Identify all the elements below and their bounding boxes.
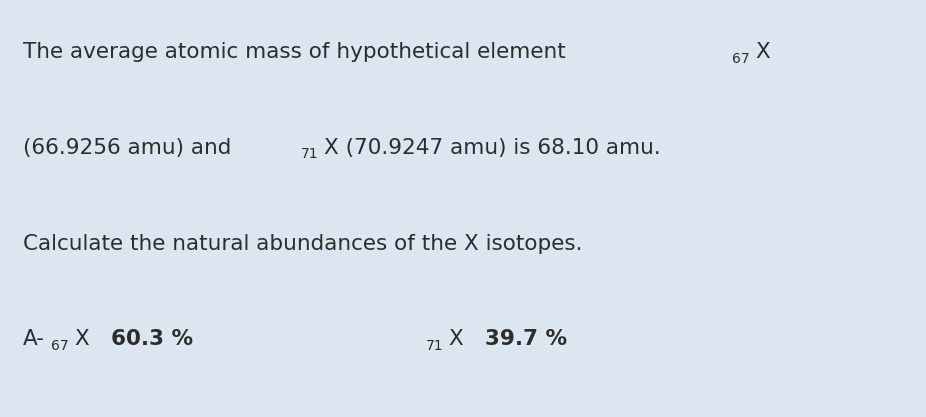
- Text: A-: A-: [23, 329, 45, 349]
- Text: Calculate the natural abundances of the X isotopes.: Calculate the natural abundances of the …: [23, 234, 582, 254]
- Text: X: X: [449, 329, 463, 349]
- Text: X: X: [74, 329, 89, 349]
- Text: 67: 67: [732, 52, 750, 65]
- Text: X: X: [755, 42, 770, 62]
- Text: (66.9256 amu) and: (66.9256 amu) and: [23, 138, 238, 158]
- Text: 67: 67: [51, 339, 69, 353]
- Text: 39.7 %: 39.7 %: [485, 329, 568, 349]
- Text: 60.3 %: 60.3 %: [111, 329, 193, 349]
- Text: X (70.9247 amu) is 68.10 amu.: X (70.9247 amu) is 68.10 amu.: [323, 138, 660, 158]
- Text: 71: 71: [301, 148, 319, 161]
- Text: The average atomic mass of hypothetical element: The average atomic mass of hypothetical …: [23, 42, 573, 62]
- Text: 71: 71: [426, 339, 444, 353]
